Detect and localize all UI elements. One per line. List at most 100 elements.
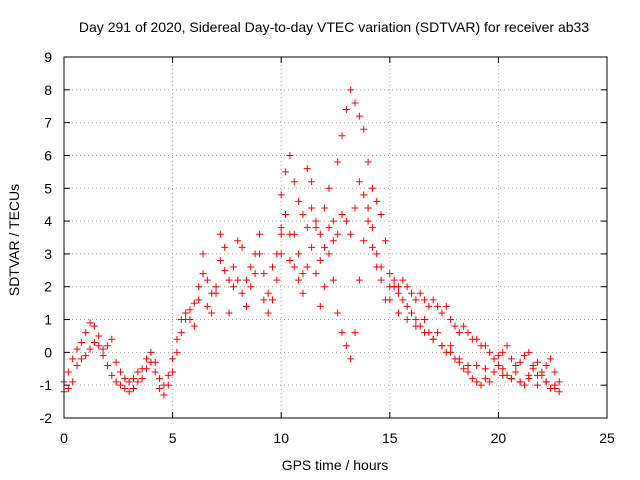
data-point xyxy=(234,276,242,284)
data-point xyxy=(190,299,198,307)
data-point xyxy=(229,263,237,271)
plot-frame xyxy=(63,56,608,419)
data-point xyxy=(238,289,246,297)
data-point xyxy=(269,296,277,304)
x-tick-label: 25 xyxy=(599,430,615,446)
data-point xyxy=(177,329,185,337)
data-points xyxy=(60,86,563,399)
chart-title: Day 291 of 2020, Sidereal Day-to-day VTE… xyxy=(79,19,589,35)
data-point xyxy=(481,365,489,373)
data-point xyxy=(507,375,515,383)
data-point xyxy=(351,99,359,107)
data-point xyxy=(221,243,229,251)
data-point xyxy=(421,316,429,324)
data-point xyxy=(195,283,203,291)
data-point xyxy=(312,217,320,225)
data-point xyxy=(347,86,355,94)
data-point xyxy=(429,335,437,343)
data-point xyxy=(499,365,507,373)
data-point xyxy=(355,178,363,186)
data-point xyxy=(169,355,177,363)
data-point xyxy=(69,355,77,363)
data-point xyxy=(377,263,385,271)
data-point xyxy=(547,355,555,363)
data-point xyxy=(273,276,281,284)
data-point xyxy=(473,335,481,343)
data-point xyxy=(290,178,298,186)
series-group xyxy=(277,86,563,386)
data-point xyxy=(247,263,255,271)
data-point xyxy=(325,224,333,232)
data-point xyxy=(321,243,329,251)
data-point xyxy=(173,335,181,343)
data-point xyxy=(551,368,559,376)
data-point xyxy=(464,329,472,337)
data-point xyxy=(377,211,385,219)
data-point xyxy=(512,368,520,376)
data-point xyxy=(212,289,220,297)
data-point xyxy=(451,322,459,330)
data-point xyxy=(438,342,446,350)
data-point xyxy=(334,158,342,166)
data-point xyxy=(360,237,368,245)
data-point xyxy=(195,296,203,304)
data-point xyxy=(264,289,272,297)
data-point xyxy=(373,250,381,258)
data-point xyxy=(525,375,533,383)
y-tick-label: 5 xyxy=(44,180,52,196)
y-tick-label: 4 xyxy=(44,213,52,229)
y-tick-label: 3 xyxy=(44,246,52,262)
data-point xyxy=(447,316,455,324)
data-point xyxy=(447,348,455,356)
series-group xyxy=(60,224,285,399)
data-point xyxy=(533,358,541,366)
data-point xyxy=(255,250,263,258)
data-point xyxy=(190,322,198,330)
data-point xyxy=(308,243,316,251)
data-point xyxy=(516,378,524,386)
data-point xyxy=(99,345,107,353)
data-point xyxy=(464,361,472,369)
data-point xyxy=(295,250,303,258)
data-point xyxy=(421,329,429,337)
data-point xyxy=(494,361,502,369)
data-point xyxy=(251,270,259,278)
data-point xyxy=(394,289,402,297)
data-point xyxy=(329,237,337,245)
data-point xyxy=(151,358,159,366)
data-point xyxy=(447,342,455,350)
data-point xyxy=(116,368,124,376)
data-point xyxy=(208,309,216,317)
series-group xyxy=(286,178,559,392)
data-point xyxy=(260,296,268,304)
data-point xyxy=(255,230,263,238)
data-point xyxy=(277,191,285,199)
data-point xyxy=(221,266,229,274)
data-point xyxy=(342,342,350,350)
data-point xyxy=(403,283,411,291)
data-point xyxy=(520,352,528,360)
data-point xyxy=(394,309,402,317)
data-point xyxy=(229,283,237,291)
data-point xyxy=(186,316,194,324)
data-point xyxy=(408,309,416,317)
data-point xyxy=(238,243,246,251)
data-point xyxy=(486,378,494,386)
data-point xyxy=(329,217,337,225)
data-point xyxy=(390,276,398,284)
data-point xyxy=(342,106,350,114)
data-point xyxy=(290,263,298,271)
data-point xyxy=(434,302,442,310)
data-point xyxy=(477,381,485,389)
data-point xyxy=(147,348,155,356)
data-point xyxy=(499,371,507,379)
x-tick-label: 10 xyxy=(273,430,289,446)
y-tick-label: 8 xyxy=(44,82,52,98)
y-tick-label: 2 xyxy=(44,279,52,295)
data-point xyxy=(529,365,537,373)
data-point xyxy=(116,381,124,389)
data-point xyxy=(242,276,250,284)
data-point xyxy=(225,276,233,284)
data-point xyxy=(486,348,494,356)
